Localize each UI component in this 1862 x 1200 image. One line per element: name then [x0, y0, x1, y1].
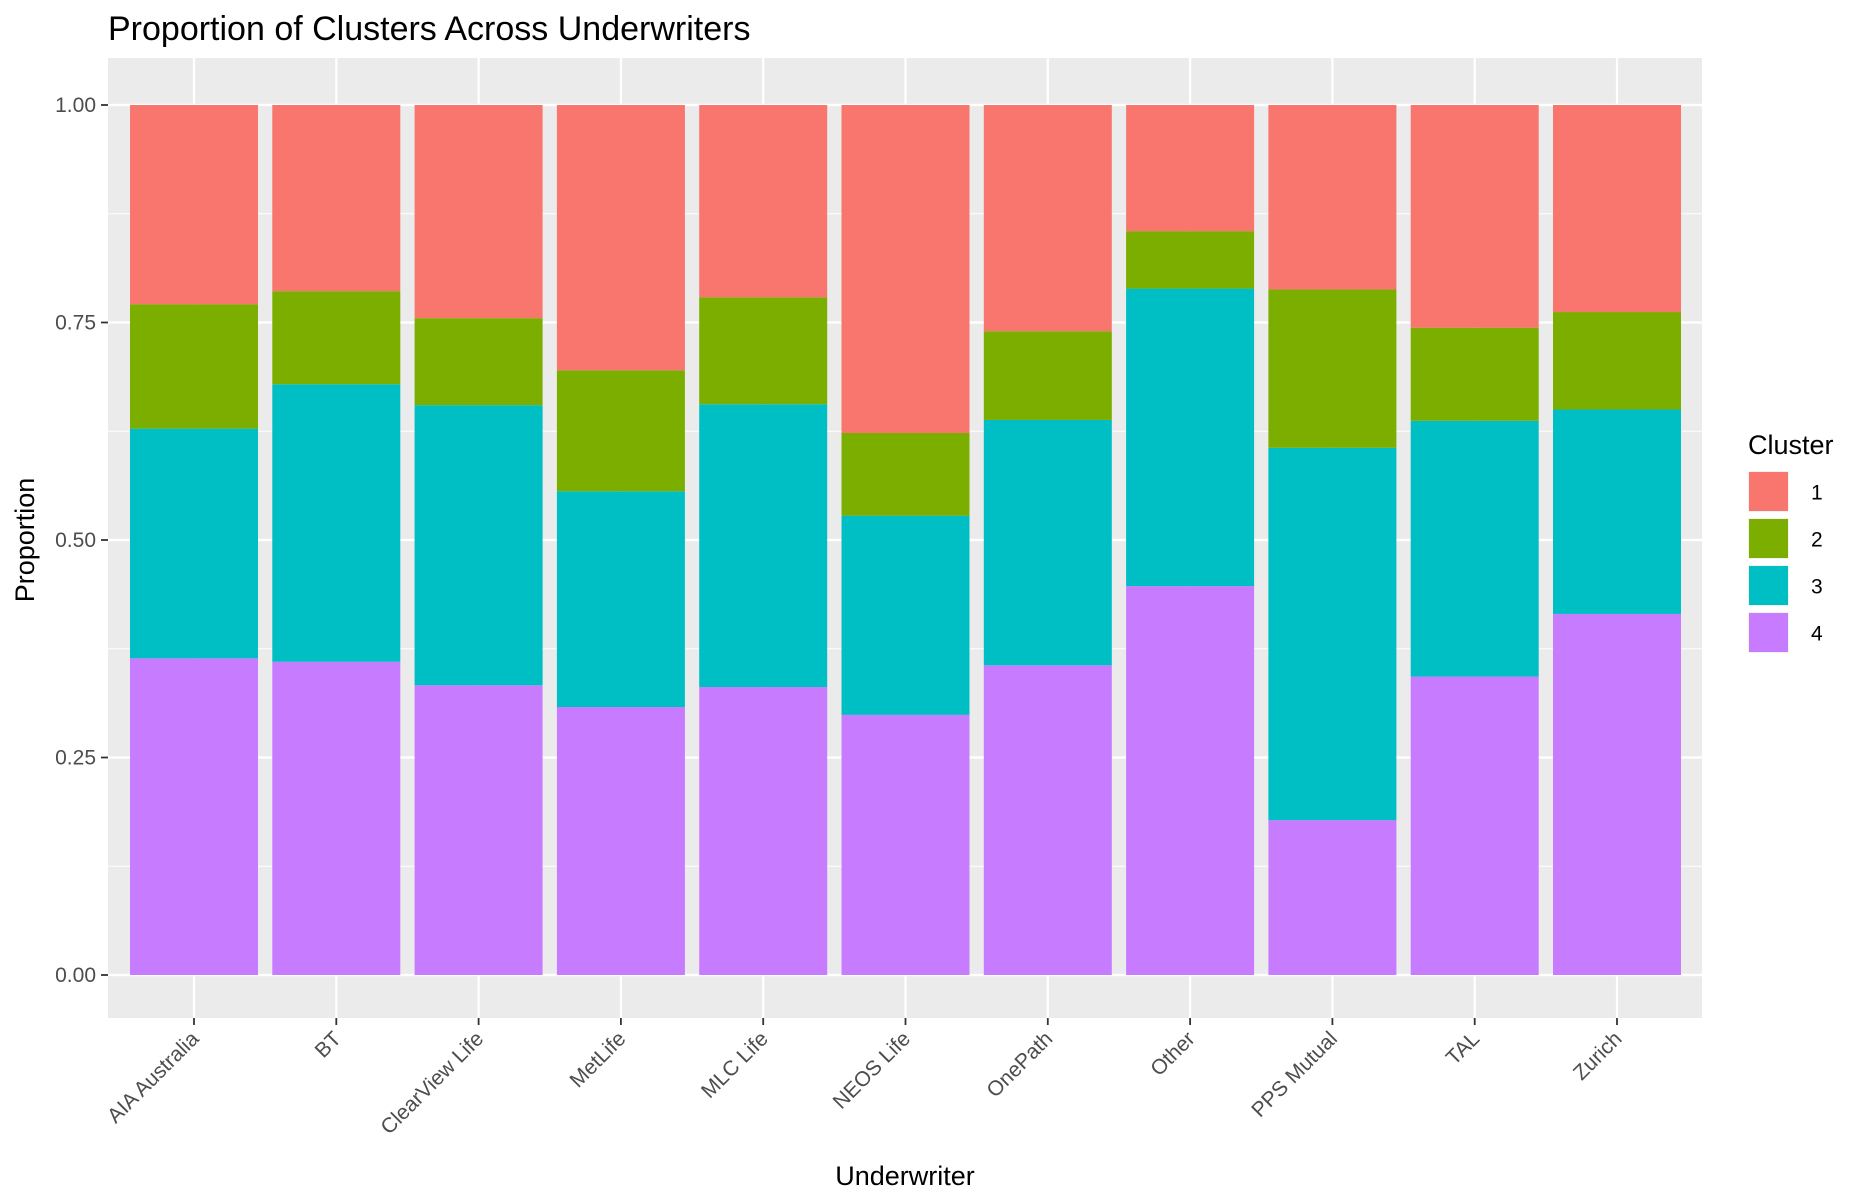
legend-label: 2: [1811, 529, 1823, 552]
y-tick-label: 0.00: [55, 964, 96, 987]
bar-segment-cluster-1: [983, 105, 1112, 332]
bar-segment-cluster-3: [983, 419, 1112, 666]
x-tick-label: AIA Australia: [103, 1027, 204, 1128]
bar-segment-cluster-4: [1553, 613, 1681, 975]
bar-segment-cluster-4: [556, 707, 685, 975]
legend-swatch-cluster-2: [1749, 519, 1788, 558]
bar-segment-cluster-3: [699, 404, 828, 688]
y-tick-label: 1.00: [55, 94, 96, 117]
x-tick-label: OnePath: [982, 1027, 1057, 1102]
bar-segment-cluster-2: [841, 432, 970, 516]
y-axis: 0.00 0.25 0.50 0.75 1.00: [55, 94, 108, 987]
bar-segment-cluster-1: [699, 105, 828, 298]
legend-label: 1: [1811, 482, 1823, 505]
bar-segment-cluster-2: [556, 370, 685, 492]
legend-swatch-cluster-3: [1749, 566, 1788, 605]
bar-segment-cluster-2: [414, 318, 543, 406]
bar-segment-cluster-1: [414, 105, 543, 319]
x-tick-label: PPS Mutual: [1247, 1027, 1342, 1122]
bar-segment-cluster-1: [1553, 105, 1681, 313]
x-axis: AIA Australia BT ClearView Life MetLife MLC …: [103, 1018, 1627, 1139]
bar-segment-cluster-4: [414, 685, 543, 975]
bar-segment-cluster-3: [272, 384, 401, 662]
bar-segment-cluster-3: [556, 491, 685, 708]
y-tick-label: 0.75: [55, 312, 96, 335]
x-tick-label: NEOS Life: [829, 1027, 915, 1113]
x-tick-label: BT: [311, 1027, 346, 1062]
legend-swatch-cluster-1: [1749, 472, 1788, 511]
y-axis-title: Proportion: [10, 478, 40, 603]
bar-segment-cluster-1: [556, 105, 685, 371]
bar-segment-cluster-4: [272, 661, 401, 975]
y-tick-label: 0.25: [55, 747, 96, 770]
bar-segment-cluster-3: [1410, 420, 1539, 677]
legend-swatch-cluster-4: [1749, 613, 1788, 652]
x-tick-label: MLC Life: [697, 1027, 773, 1103]
bar-segment-cluster-3: [1553, 409, 1681, 614]
bar-segment-cluster-4: [1126, 586, 1255, 975]
bar-segment-cluster-1: [130, 105, 258, 305]
x-tick-label: ClearView Life: [376, 1027, 488, 1139]
x-tick-label: Other: [1146, 1027, 1199, 1080]
bar-segment-cluster-4: [130, 658, 258, 975]
bar-segment-cluster-2: [1553, 312, 1681, 410]
bar-segment-cluster-4: [983, 665, 1112, 975]
legend-label: 4: [1811, 623, 1823, 646]
bar-segment-cluster-2: [272, 291, 401, 385]
bar-segment-cluster-2: [1268, 289, 1397, 448]
y-tick-label: 0.50: [55, 529, 96, 552]
bar-segment-cluster-4: [1268, 820, 1397, 975]
bar-segment-cluster-2: [983, 331, 1112, 420]
bar-segment-cluster-1: [272, 105, 401, 292]
bar-segment-cluster-4: [841, 714, 970, 975]
bar-segment-cluster-3: [414, 405, 543, 686]
bars: [130, 105, 1681, 975]
legend-title: Cluster: [1748, 430, 1834, 460]
bar-segment-cluster-3: [841, 515, 970, 715]
x-tick-label: MetLife: [565, 1027, 630, 1092]
legend-label: 3: [1811, 576, 1823, 599]
x-axis-title: Underwriter: [835, 1161, 975, 1191]
bar-segment-cluster-4: [699, 687, 828, 975]
bar-segment-cluster-2: [1126, 231, 1255, 289]
bar-segment-cluster-2: [1410, 327, 1539, 421]
legend: Cluster 1 2 3 4: [1748, 430, 1834, 653]
x-tick-label: Zurich: [1569, 1027, 1627, 1085]
bar-segment-cluster-3: [1268, 447, 1397, 821]
bar-segment-cluster-3: [1126, 288, 1255, 587]
x-tick-label: TAL: [1442, 1027, 1484, 1069]
chart-title: Proportion of Clusters Across Underwrite…: [108, 10, 750, 48]
bar-segment-cluster-4: [1410, 676, 1539, 975]
bar-segment-cluster-1: [1126, 105, 1255, 232]
bar-segment-cluster-2: [699, 297, 828, 405]
bar-segment-cluster-2: [130, 304, 258, 429]
bar-segment-cluster-3: [130, 428, 258, 659]
bar-segment-cluster-1: [1268, 105, 1397, 290]
bar-segment-cluster-1: [1410, 105, 1539, 328]
bar-segment-cluster-1: [841, 105, 970, 433]
